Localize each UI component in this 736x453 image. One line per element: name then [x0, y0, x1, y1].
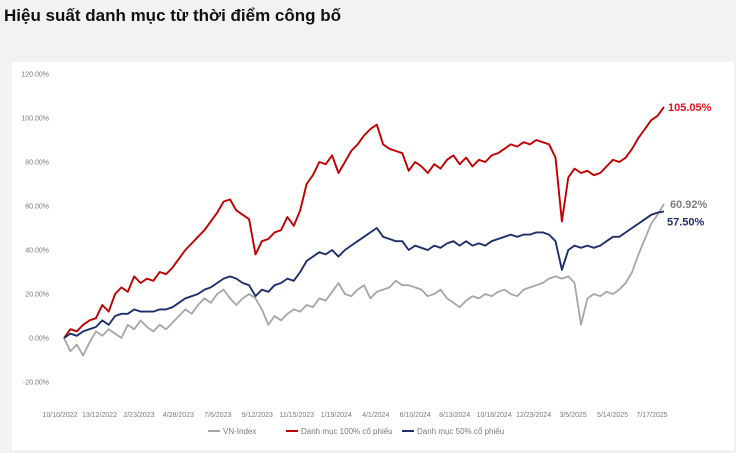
x-tick-label: 12/23/2024: [516, 412, 551, 419]
line-chart: 120.00% 100.00% 80.00% 60.00% 40.00% 20.00% 0.…: [21, 72, 712, 437]
y-tick-label: 0.00%: [29, 336, 49, 343]
y-tick-label: -20.00%: [23, 380, 49, 387]
legend-label-2: Danh mục 100% cổ phiếu: [301, 427, 393, 436]
x-tick-label: 8/13/2024: [439, 412, 470, 419]
chart-panel: 120.00% 100.00% 80.00% 60.00% 40.00% 20.00% 0.…: [12, 62, 734, 450]
chart-title: Hiệu suất danh mục từ thời điểm công bố: [4, 6, 342, 25]
y-tick-label: 100.00%: [21, 116, 49, 123]
x-tick-label: 5/14/2025: [597, 412, 628, 419]
x-tick-label: 2/23/2023: [123, 412, 154, 419]
x-tick-label: 7/17/2025: [636, 412, 667, 419]
series-line-1: [63, 203, 665, 357]
legend-label-3: Danh mục 50% cổ phiếu: [417, 427, 504, 436]
end-value-label-2: 105.05%: [668, 102, 712, 114]
x-tick-label: 9/12/2023: [242, 412, 273, 419]
y-tick-label: 20.00%: [25, 292, 49, 299]
y-tick-label: 120.00%: [21, 72, 49, 79]
x-tick-label: 10/18/2024: [477, 412, 512, 419]
x-tick-label: 10/10/2022: [42, 412, 77, 419]
y-tick-label: 40.00%: [25, 248, 49, 255]
legend-label-1: VN-Index: [223, 427, 256, 436]
y-tick-label: 60.00%: [25, 204, 49, 211]
x-tick-label: 11/15/2023: [280, 412, 315, 419]
end-value-label-1: 60.92%: [670, 199, 708, 211]
x-tick-label: 3/5/2025: [559, 412, 586, 419]
x-tick-label: 7/6/2023: [204, 412, 231, 419]
x-tick-label: 13/12/2022: [82, 412, 117, 419]
end-value-label-3: 57.50%: [667, 217, 705, 229]
series-line-3: [63, 210, 665, 339]
x-tick-label: 6/10/2024: [400, 412, 431, 419]
x-tick-label: 1/19/2024: [321, 412, 352, 419]
x-tick-label: 4/1/2024: [362, 412, 389, 419]
y-tick-label: 80.00%: [25, 160, 49, 167]
series-line-2: [63, 106, 665, 339]
x-tick-label: 4/28/2023: [163, 412, 194, 419]
